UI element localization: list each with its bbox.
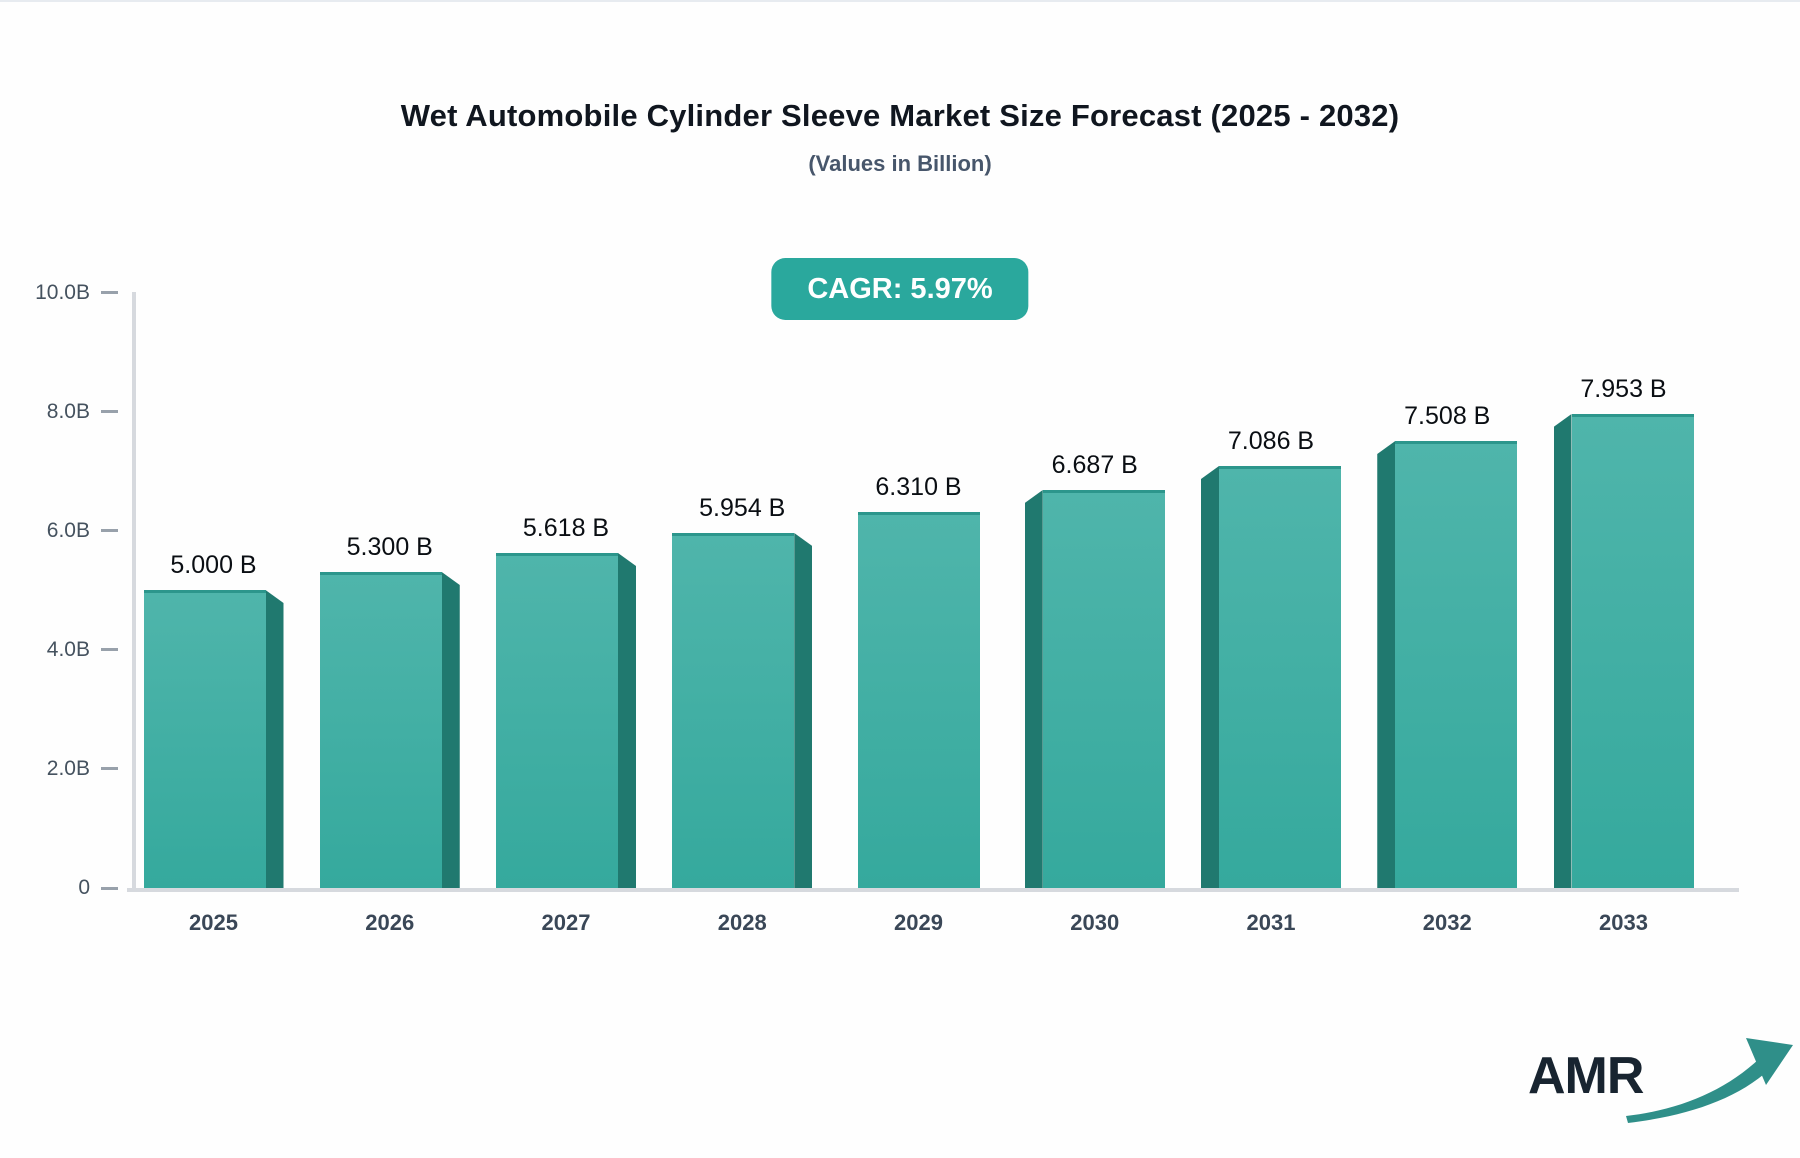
bar-side-face [441,572,460,888]
y-tick-mark [101,886,118,890]
x-axis-label: 2030 [1070,910,1120,935]
bar-2032 [1377,441,1518,888]
x-axis-label: 2028 [717,910,767,935]
y-tick: 2.0B [0,757,118,781]
y-tick-label: 2.0B [46,756,90,780]
y-tick-mark [101,410,118,414]
x-axis-label: 2025 [189,910,238,935]
bar-side-face [1553,414,1572,888]
bar-2025 [143,590,284,888]
bar-face [143,590,266,888]
y-tick-label: 10.0B [35,280,90,304]
bar-face [1571,414,1694,888]
bar-2026 [319,572,460,888]
chart-title: Wet Automobile Cylinder Sleeve Market Si… [400,98,1400,133]
y-tick-mark [101,291,118,294]
x-axis-line [127,888,1739,892]
bar-value-label: 5.000 B [170,551,257,579]
x-axis-label: 2027 [541,910,591,935]
bar-2030 [1024,490,1165,888]
y-tick: 4.0B [0,638,118,662]
x-axis-label: 2033 [1599,910,1648,935]
bar-face [1395,441,1518,888]
y-tick-mark [101,529,118,533]
y-tick: 8.0B [0,400,118,424]
bar-face [1042,490,1165,888]
trend-up-arrow-icon [1626,1038,1793,1123]
bar-face [857,512,980,888]
y-tick-mark [101,648,118,652]
cagr-badge: CAGR: 5.97% [771,258,1029,320]
bar-value-label: 7.953 B [1580,375,1667,403]
bar-value-label: 6.687 B [1051,451,1138,479]
bar-side-face [1024,490,1043,888]
x-axis-label: 2026 [365,910,415,935]
bar-value-label: 5.954 B [699,494,786,522]
chart-subtitle: (Values in Billion) [808,151,992,176]
amr-logo: AMR [1528,1032,1793,1132]
bar-2028 [672,533,813,888]
bar-face [672,533,795,888]
x-axis-label: 2032 [1422,910,1472,935]
bar-2029 [857,512,980,888]
y-tick-mark [101,767,118,771]
bar-side-face [794,533,813,888]
bar-face [1219,466,1341,888]
bar-value-label: 5.300 B [346,533,433,561]
bar-side-face [265,590,284,888]
bar-value-label: 7.086 B [1227,427,1315,455]
y-tick-label: 0 [78,876,90,899]
bar-2031 [1201,466,1341,888]
y-tick-label: 6.0B [46,518,90,542]
bar-side-face [1201,466,1219,888]
bar-face [319,572,442,888]
bar-side-face [618,553,636,888]
bar-value-label: 5.618 B [522,514,610,542]
x-axis-label: 2031 [1246,910,1296,935]
x-axis-label: 2029 [894,910,943,935]
y-tick-label: 4.0B [46,637,90,661]
bar-value-label: 7.508 B [1404,402,1491,430]
y-axis-line [132,292,136,892]
amr-logo-text: AMR [1528,1047,1644,1105]
bar-2027 [496,553,636,888]
y-tick: 0 [0,876,118,900]
y-tick-label: 8.0B [46,399,90,423]
y-tick: 10.0B [0,281,118,305]
y-tick: 6.0B [0,519,118,543]
bar-2033 [1553,414,1694,888]
bar-face [496,553,618,888]
bar-value-label: 6.310 B [875,473,962,501]
bar-side-face [1377,441,1396,888]
